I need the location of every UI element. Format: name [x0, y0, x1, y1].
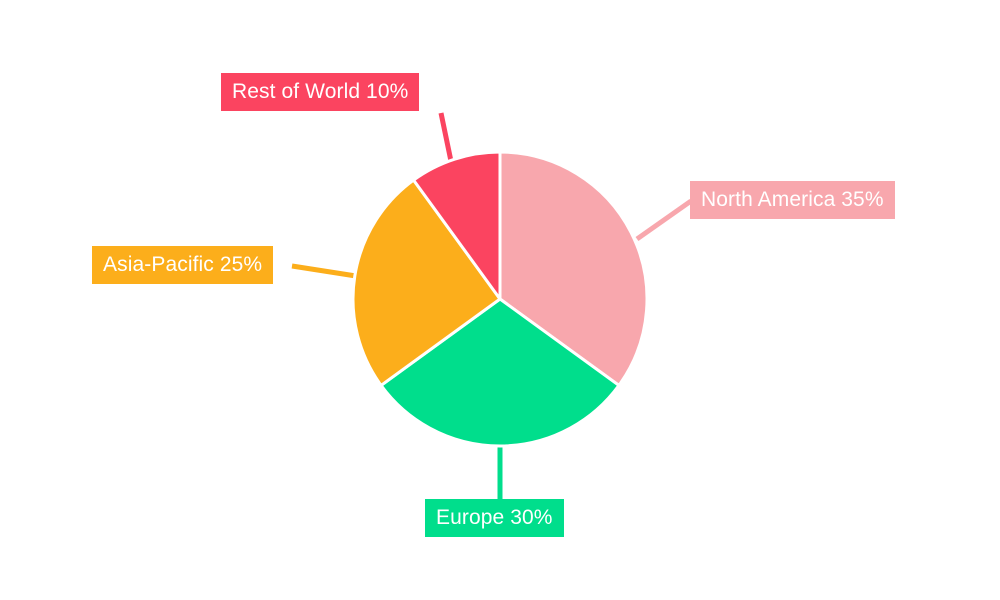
leader-line-asia-pacific — [291, 263, 357, 279]
pie-label-north-america[interactable]: North America 35% — [690, 181, 895, 219]
pie-slice-north-america[interactable] — [498, 150, 649, 387]
pie-label-europe-text: Europe 30% — [436, 506, 553, 529]
pie-slice-asia-pacific[interactable] — [351, 178, 502, 387]
pie-label-rest-of-world-text: Rest of World 10% — [232, 80, 409, 103]
pie-label-europe[interactable]: Europe 30% — [425, 499, 564, 537]
pie-slices — [351, 150, 649, 448]
pie-slice-rest-of-world[interactable] — [412, 150, 502, 301]
pie-label-north-america-text: North America 35% — [701, 188, 884, 211]
pie-label-asia-pacific-text: Asia-Pacific 25% — [103, 253, 263, 276]
pie-slice-europe[interactable] — [379, 297, 621, 448]
leader-lines — [291, 112, 693, 499]
leader-line-rest-of-world — [438, 112, 455, 167]
pie-label-asia-pacific[interactable]: Asia-Pacific 25% — [92, 246, 274, 284]
leader-line-north-america — [635, 198, 693, 242]
pie-label-rest-of-world[interactable]: Rest of World 10% — [221, 73, 420, 111]
